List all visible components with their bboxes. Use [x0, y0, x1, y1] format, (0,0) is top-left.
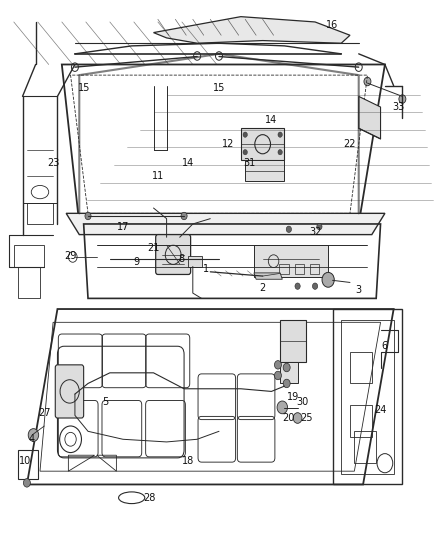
Bar	[279, 264, 289, 274]
Circle shape	[278, 132, 283, 138]
Text: 8: 8	[179, 254, 185, 263]
Polygon shape	[188, 256, 201, 266]
Polygon shape	[153, 17, 350, 43]
Circle shape	[293, 413, 302, 423]
Text: 12: 12	[222, 139, 234, 149]
Bar	[294, 264, 304, 274]
Circle shape	[85, 212, 91, 220]
Text: 14: 14	[182, 158, 194, 168]
Text: 23: 23	[47, 158, 59, 168]
Circle shape	[243, 132, 247, 138]
Text: 31: 31	[244, 158, 256, 168]
Text: 4: 4	[28, 434, 34, 445]
Circle shape	[28, 429, 39, 441]
Text: 15: 15	[78, 83, 90, 93]
Text: 19: 19	[287, 392, 299, 402]
Text: 6: 6	[382, 341, 388, 351]
Text: 33: 33	[392, 102, 404, 112]
Circle shape	[275, 371, 282, 379]
Text: 2: 2	[260, 283, 266, 293]
Text: 20: 20	[283, 413, 295, 423]
Circle shape	[364, 77, 371, 86]
Text: 1: 1	[203, 264, 209, 274]
Circle shape	[275, 361, 282, 369]
FancyBboxPatch shape	[155, 235, 191, 274]
Bar	[350, 405, 372, 437]
Text: 29: 29	[64, 251, 77, 261]
Text: 24: 24	[374, 405, 387, 415]
Circle shape	[277, 401, 288, 414]
Text: 16: 16	[326, 20, 339, 30]
Polygon shape	[359, 96, 381, 139]
Polygon shape	[280, 362, 297, 383]
FancyBboxPatch shape	[55, 365, 84, 418]
Polygon shape	[254, 273, 283, 279]
Text: 25: 25	[300, 413, 313, 423]
Bar	[350, 352, 372, 383]
Text: 11: 11	[152, 171, 164, 181]
Text: 18: 18	[182, 456, 194, 465]
Circle shape	[283, 364, 290, 372]
Circle shape	[317, 223, 322, 230]
Circle shape	[243, 150, 247, 155]
Circle shape	[322, 272, 334, 287]
Circle shape	[181, 212, 187, 220]
Text: 9: 9	[133, 257, 139, 267]
Circle shape	[283, 379, 290, 387]
Circle shape	[312, 283, 318, 289]
Circle shape	[23, 479, 30, 487]
Polygon shape	[254, 245, 328, 277]
Text: 27: 27	[38, 408, 51, 418]
Polygon shape	[241, 128, 285, 160]
Text: 15: 15	[213, 83, 225, 93]
Polygon shape	[245, 160, 285, 181]
Bar	[310, 264, 319, 274]
Text: 17: 17	[117, 222, 129, 232]
Text: 30: 30	[296, 397, 308, 407]
Circle shape	[286, 226, 291, 232]
Text: 14: 14	[265, 115, 278, 125]
Circle shape	[295, 283, 300, 289]
Circle shape	[399, 95, 406, 103]
Text: 32: 32	[309, 227, 321, 237]
Polygon shape	[280, 320, 306, 362]
Bar	[354, 431, 376, 463]
Text: 28: 28	[143, 492, 155, 503]
Text: 21: 21	[147, 243, 160, 253]
Text: 3: 3	[356, 286, 362, 295]
Text: 22: 22	[344, 139, 356, 149]
Text: 10: 10	[18, 456, 31, 465]
Polygon shape	[66, 213, 385, 235]
Circle shape	[278, 150, 283, 155]
Text: 5: 5	[102, 397, 109, 407]
Bar	[18, 450, 38, 479]
